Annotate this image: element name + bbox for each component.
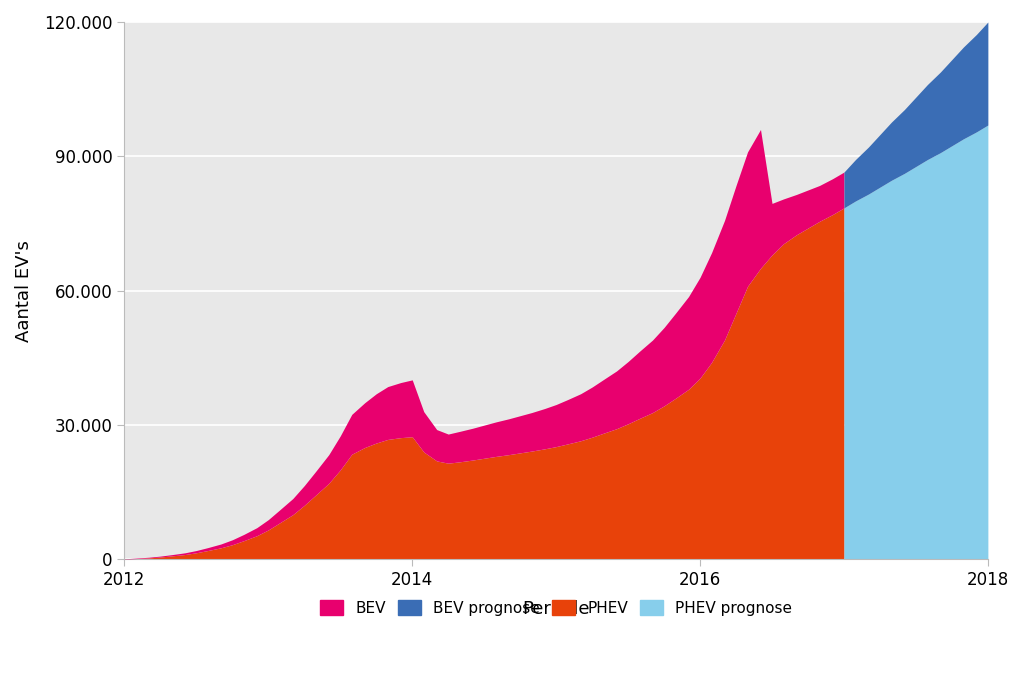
Y-axis label: Aantal EV's: Aantal EV's bbox=[15, 240, 33, 342]
Legend: BEV, BEV prognose, PHEV, PHEV prognose: BEV, BEV prognose, PHEV, PHEV prognose bbox=[314, 594, 799, 622]
X-axis label: Periode: Periode bbox=[522, 600, 590, 618]
